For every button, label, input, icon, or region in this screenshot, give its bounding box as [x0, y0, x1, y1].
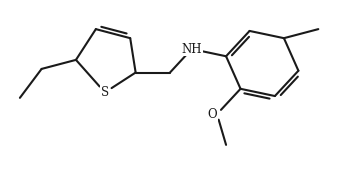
Text: O: O [207, 108, 217, 121]
Text: S: S [101, 86, 109, 99]
Text: NH: NH [182, 42, 202, 56]
